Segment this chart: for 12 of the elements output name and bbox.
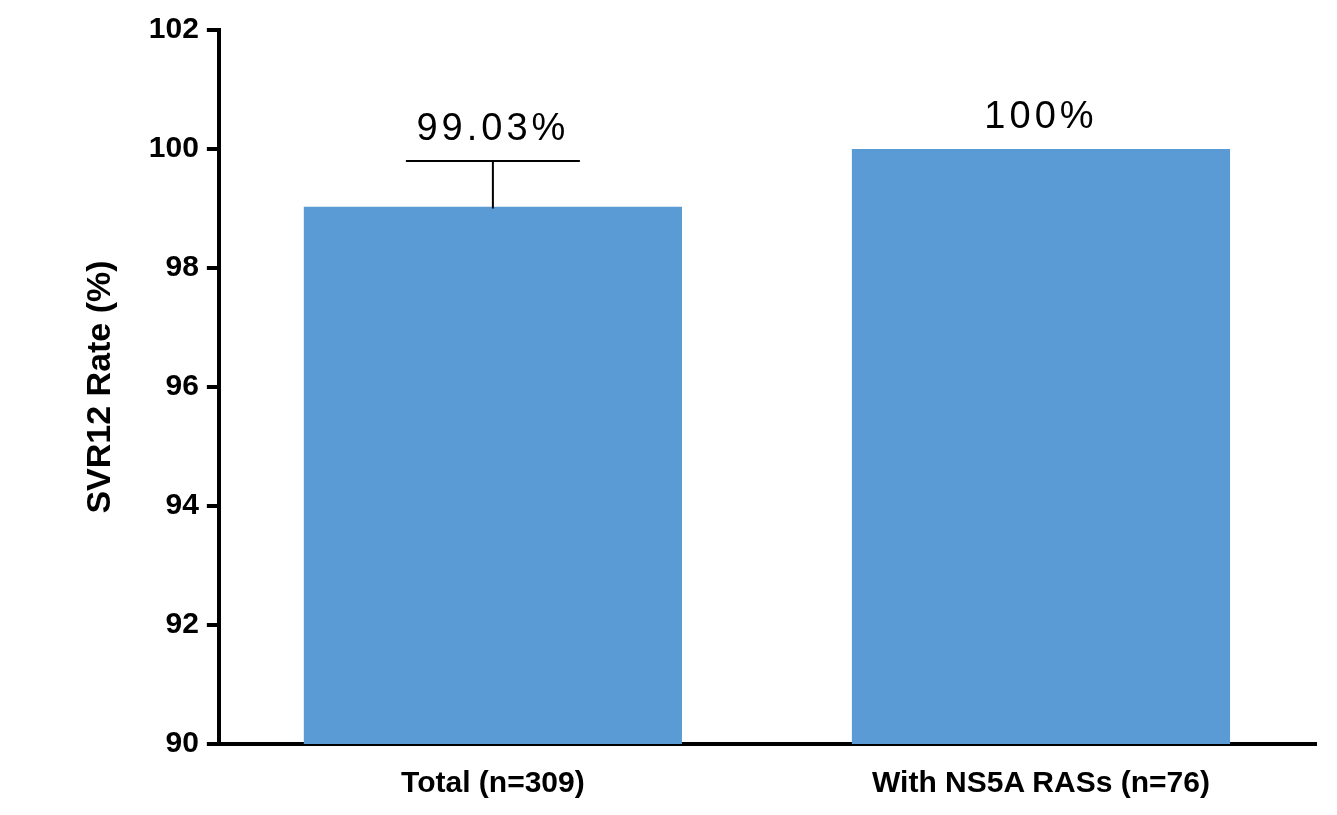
y-tick-label: 96	[165, 368, 199, 402]
x-tick-label: Total (n=309)	[401, 765, 585, 799]
x-tick-label: With NS5A RASs (n=76)	[872, 765, 1210, 799]
y-axis-title: SVR12 Rate (%)	[78, 260, 117, 514]
data-label: 99.03%	[416, 106, 570, 149]
y-tick-label: 94	[165, 487, 200, 521]
y-tick-label: 100	[148, 130, 199, 164]
y-tick-label: 102	[148, 11, 199, 45]
data-label: 100%	[984, 94, 1098, 137]
y-tick-label: 90	[165, 725, 199, 759]
y-tick-label: 92	[165, 606, 199, 640]
y-tick-label: 98	[165, 249, 199, 283]
